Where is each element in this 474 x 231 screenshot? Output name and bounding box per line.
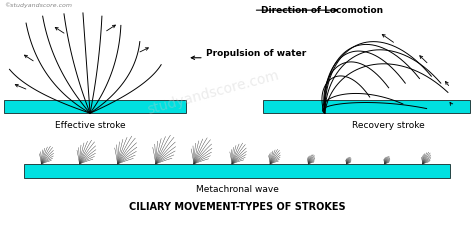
Text: Propulsion of water: Propulsion of water — [206, 49, 306, 58]
Text: Direction of Locomotion: Direction of Locomotion — [261, 6, 383, 15]
Text: ©studyandscore.com: ©studyandscore.com — [4, 2, 72, 8]
Bar — [263, 100, 470, 113]
Text: studyandscore.com: studyandscore.com — [146, 68, 281, 117]
Bar — [24, 164, 450, 178]
Text: CILIARY MOVEMENT-TYPES OF STROKES: CILIARY MOVEMENT-TYPES OF STROKES — [128, 202, 346, 212]
Bar — [4, 100, 186, 113]
Text: Effective stroke: Effective stroke — [55, 121, 125, 130]
Text: Recovery stroke: Recovery stroke — [352, 121, 425, 130]
Text: Metachronal wave: Metachronal wave — [196, 185, 278, 194]
